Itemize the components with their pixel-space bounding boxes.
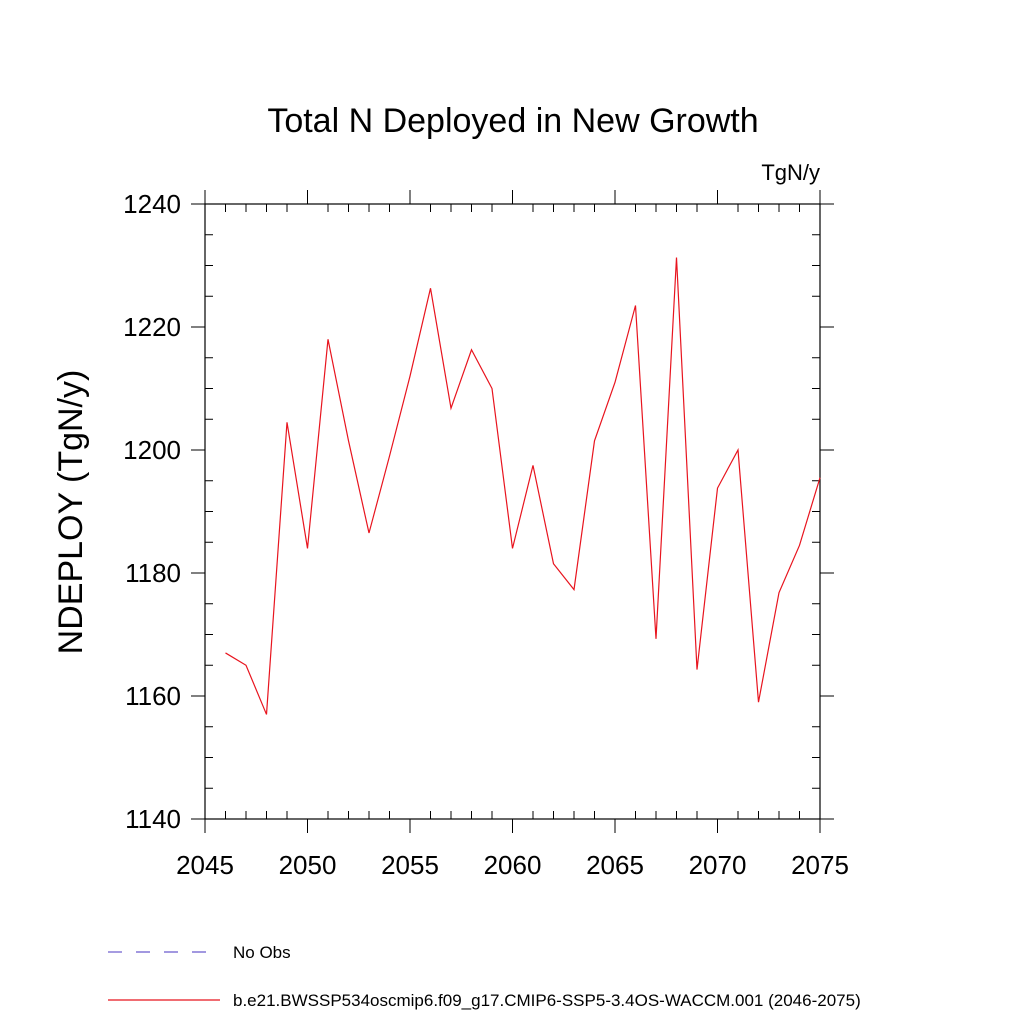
series-line	[225, 257, 821, 715]
units-label: TgN/y	[761, 160, 820, 185]
y-axis-ticks: 1140 1160 1180 1200 1220 1240	[123, 189, 834, 834]
x-tick-label: 2070	[689, 850, 747, 880]
chart-title: Total N Deployed in New Growth	[267, 102, 758, 140]
y-tick-label: 1140	[125, 804, 181, 834]
x-tick-label: 2045	[176, 850, 234, 880]
x-tick-label: 2060	[484, 850, 542, 880]
y-tick-label: 1240	[123, 189, 181, 219]
y-tick-label: 1180	[125, 558, 181, 588]
legend: No Obs b.e21.BWSSP534oscmip6.f09_g17.CMIP…	[108, 943, 861, 1010]
legend-label: b.e21.BWSSP534oscmip6.f09_g17.CMIP6-SSP5…	[233, 991, 861, 1010]
x-tick-label: 2075	[791, 850, 849, 880]
legend-label: No Obs	[233, 943, 291, 962]
plot-frame	[204, 203, 821, 820]
y-tick-label: 1220	[123, 312, 181, 342]
series-layer	[225, 257, 821, 715]
y-tick-label: 1200	[123, 435, 181, 465]
plot-border	[204, 203, 821, 820]
x-tick-label: 2065	[586, 850, 644, 880]
x-tick-label: 2050	[279, 850, 337, 880]
y-tick-label: 1160	[125, 681, 181, 711]
y-axis-label: NDEPLOY (TgN/y)	[52, 370, 90, 655]
x-tick-label: 2055	[381, 850, 439, 880]
x-axis-ticks: 2045 2050 2055 2060 2065 2070 2075	[176, 190, 849, 880]
